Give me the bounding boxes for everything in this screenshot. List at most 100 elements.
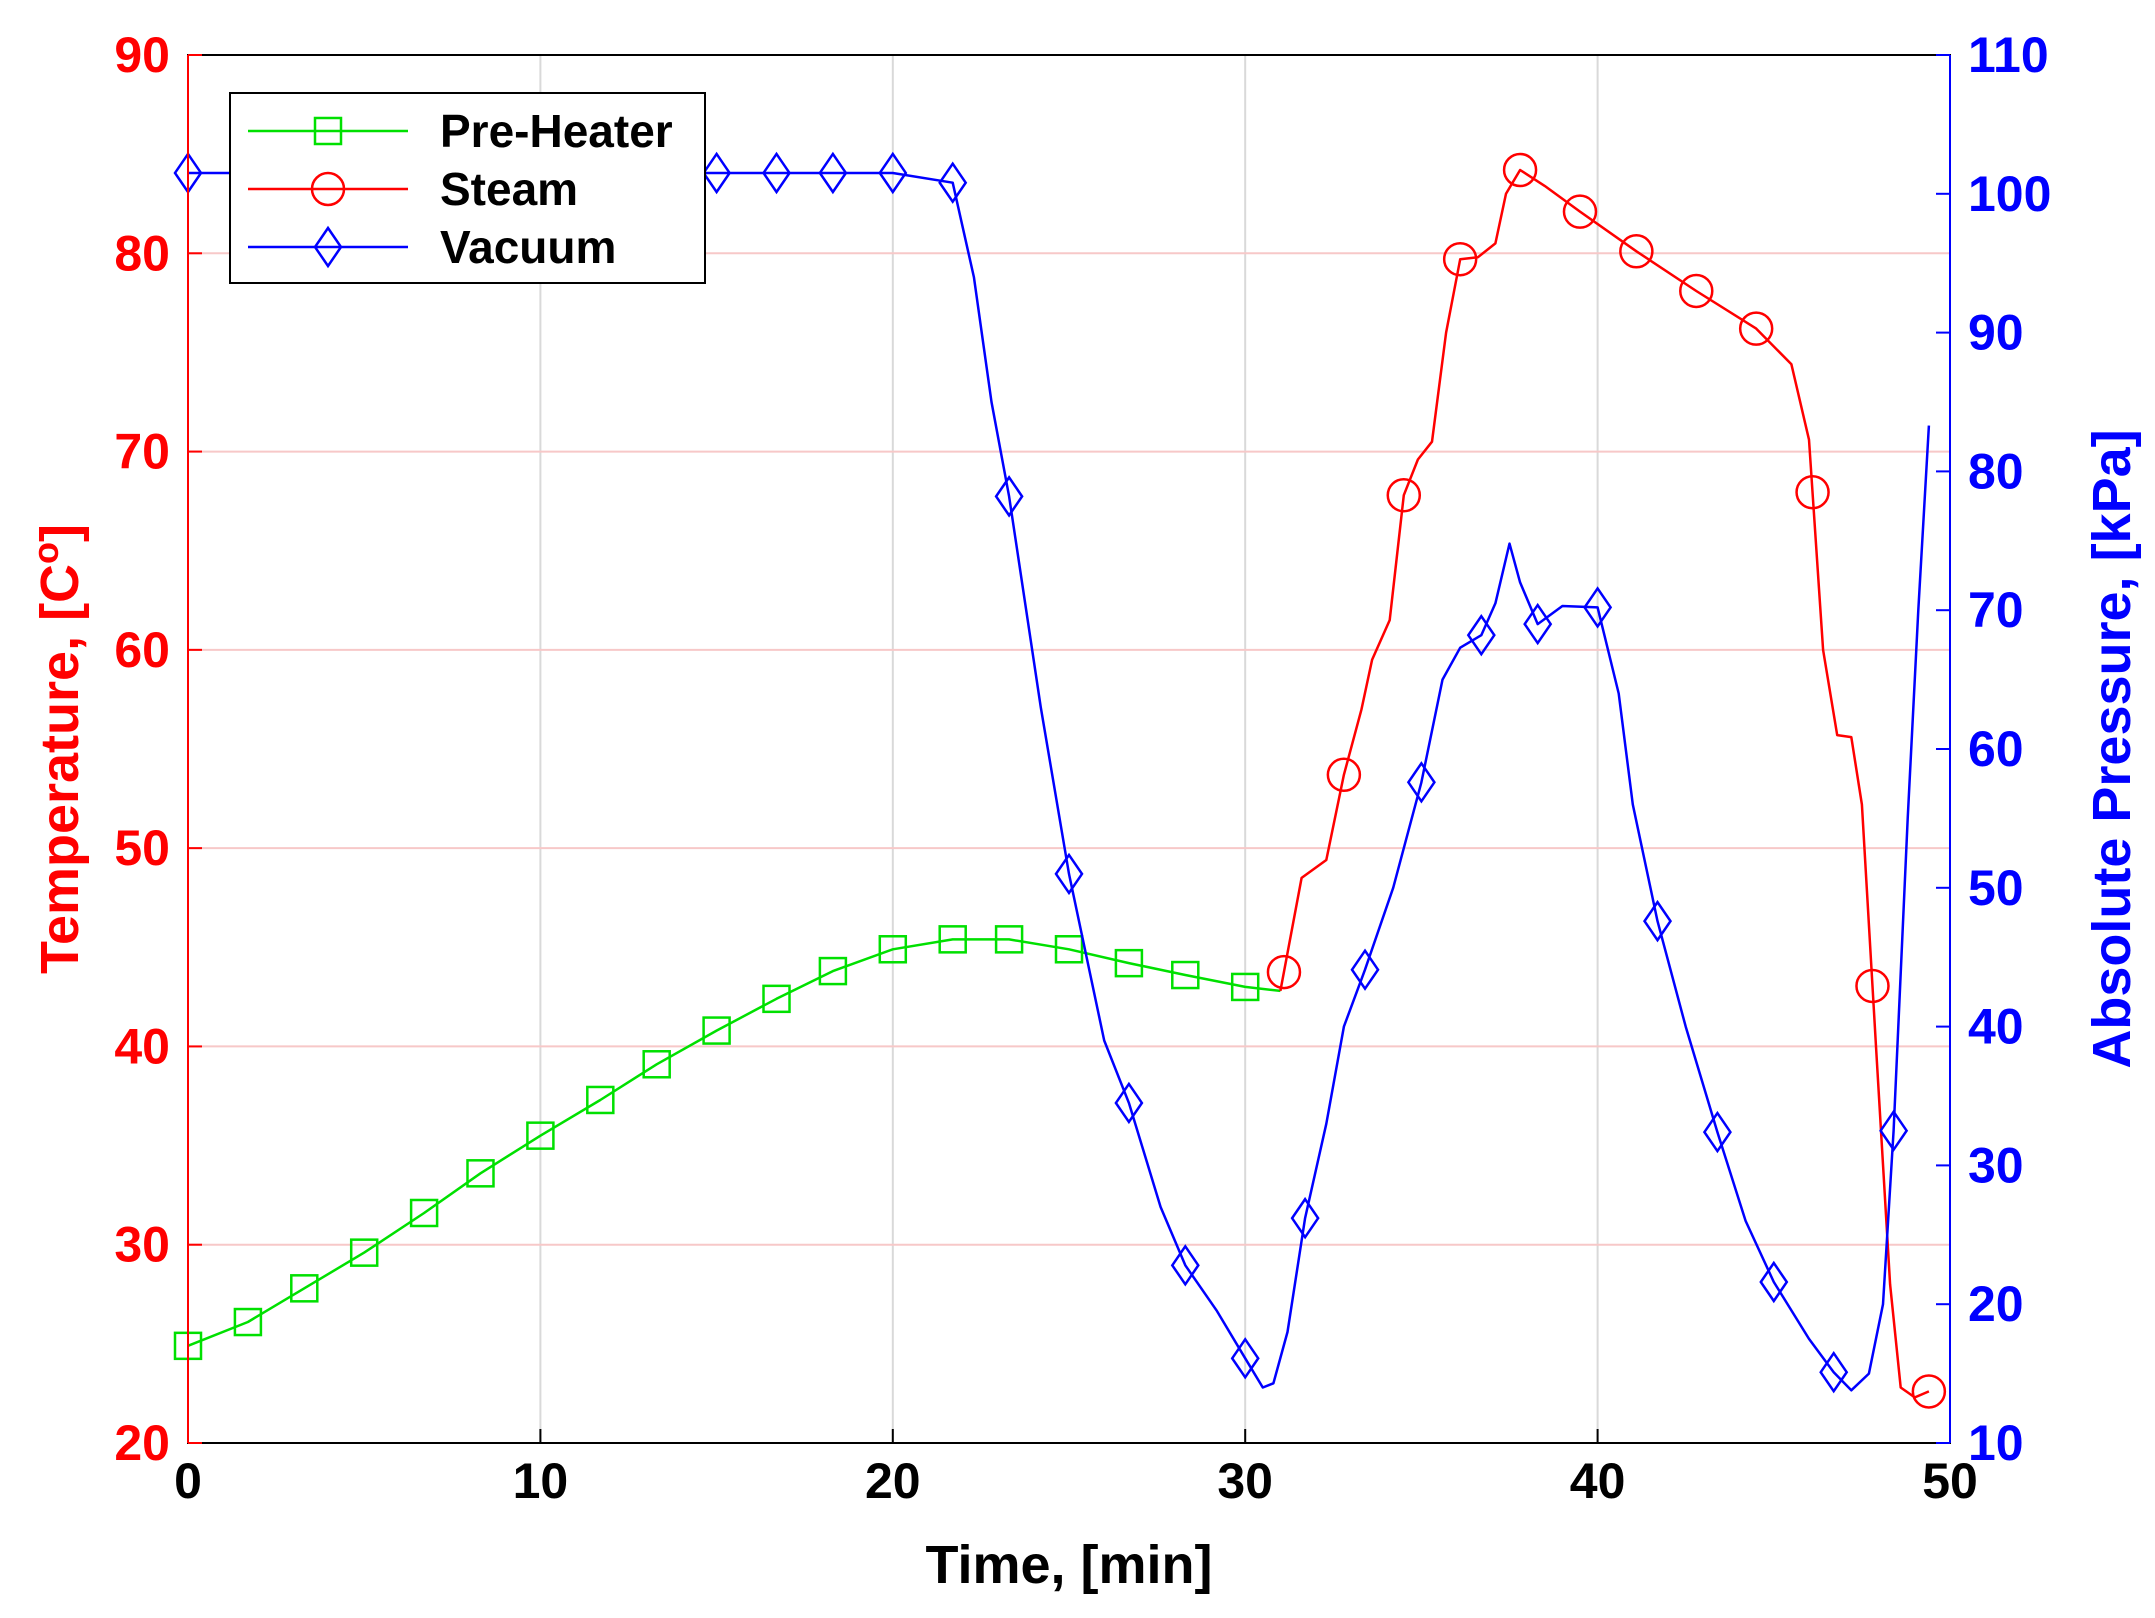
data-point	[938, 161, 968, 204]
y-left-axis-title-end: ]	[30, 524, 90, 542]
x-axis-title: Time, [min]	[925, 1535, 1212, 1595]
legend-marker	[313, 225, 343, 269]
data-point	[1759, 1260, 1789, 1304]
data-point	[1386, 477, 1422, 513]
x-tick-label: 0	[174, 1453, 202, 1509]
data-point	[878, 151, 908, 195]
data-point	[1466, 613, 1496, 657]
data-point	[1523, 602, 1553, 646]
data-point	[586, 1085, 615, 1115]
data-point	[938, 925, 967, 954]
series-pre-heater	[173, 925, 1281, 1361]
y-right-tick-label: 100	[1968, 166, 2051, 222]
y-left-tick-label: 70	[114, 424, 170, 480]
data-point	[409, 1198, 439, 1228]
data-point	[818, 151, 848, 195]
y-left-axis-title: Temperature, [Co]	[25, 524, 91, 974]
data-point	[1502, 152, 1538, 188]
data-point	[1795, 474, 1830, 510]
grid-lines	[188, 55, 1950, 1443]
y-right-tick-label: 60	[1968, 721, 2024, 777]
data-point	[702, 151, 732, 195]
data-point	[1562, 194, 1598, 229]
y-right-tick-label: 10	[1968, 1415, 2024, 1471]
legend-marker	[313, 116, 343, 146]
data-point	[1879, 1109, 1909, 1152]
data-point	[1114, 1081, 1144, 1125]
data-point	[1230, 972, 1260, 1002]
series-steam	[1266, 152, 1947, 1409]
series-line	[187, 938, 1281, 1347]
data-point	[1911, 1374, 1947, 1409]
data-point	[702, 1016, 731, 1045]
legend: Pre-Heater Steam Vacuum	[229, 92, 706, 284]
y-right-tick-label: 20	[1968, 1276, 2024, 1332]
data-point	[1290, 1196, 1320, 1240]
data-point	[1855, 968, 1890, 1004]
y-right-tick-label: 30	[1968, 1137, 2024, 1193]
data-point	[878, 935, 908, 964]
series-line	[1279, 168, 1930, 1399]
data-point	[761, 151, 792, 195]
y-left-tick-label: 90	[114, 27, 170, 83]
data-point	[1054, 935, 1084, 964]
y-left-tick-label: 20	[114, 1415, 170, 1471]
data-point	[1114, 948, 1144, 978]
axes: 0 10 20 30 40 50 20 30 40 50 60 70 80 90 10 20 30 40 50 60 7…	[114, 27, 2051, 1509]
data-point	[1442, 241, 1478, 277]
data-point	[994, 475, 1024, 518]
data-point	[1170, 1244, 1200, 1287]
y-left-tick-label: 30	[114, 1217, 170, 1273]
series-layer	[173, 151, 1947, 1409]
y-right-tick-label: 90	[1968, 305, 2024, 361]
legend-label: Pre-Heater	[440, 105, 673, 157]
data-point	[1326, 757, 1362, 793]
data-point	[1406, 761, 1436, 804]
data-point	[762, 984, 791, 1014]
y-right-tick-label: 50	[1968, 860, 2024, 916]
data-point	[1819, 1350, 1849, 1394]
y-right-axis-title: Absolute Pressure, [kPa]	[2082, 429, 2142, 1068]
data-point	[1054, 852, 1084, 896]
y-right-tick-label: 40	[1968, 999, 2024, 1055]
data-point	[1171, 960, 1200, 990]
data-point	[1266, 954, 1302, 990]
data-point	[818, 956, 848, 986]
data-point	[994, 925, 1024, 954]
x-tick-label: 10	[513, 1453, 569, 1509]
x-tick-label: 40	[1570, 1453, 1626, 1509]
y-left-tick-label: 50	[114, 820, 170, 876]
y-right-tick-label: 80	[1968, 443, 2024, 499]
y-left-axis-title-main: Temperature, [C	[30, 564, 90, 974]
x-tick-label: 30	[1217, 1453, 1273, 1509]
x-tick-label: 50	[1922, 1453, 1978, 1509]
legend-marker	[310, 171, 346, 207]
data-point	[1702, 1110, 1732, 1154]
data-point	[526, 1121, 555, 1150]
data-point	[233, 1307, 263, 1337]
legend-label: Steam	[440, 163, 578, 215]
data-point	[1583, 586, 1613, 629]
data-point	[1738, 311, 1774, 346]
y-right-tick-label: 70	[1968, 582, 2024, 638]
series-line	[188, 171, 1931, 1392]
y-left-axis-title-sup: o	[25, 542, 66, 564]
y-right-tick-label: 110	[1968, 27, 2049, 83]
y-left-tick-label: 60	[114, 622, 170, 678]
series-vacuum	[173, 151, 1931, 1394]
data-point	[1230, 1337, 1260, 1380]
data-point	[642, 1050, 671, 1079]
data-point	[466, 1159, 495, 1188]
y-left-tick-label: 80	[114, 225, 170, 281]
data-point	[349, 1238, 379, 1267]
data-point	[290, 1274, 319, 1303]
legend-item: Steam	[248, 163, 578, 215]
legend-label: Vacuum	[440, 221, 616, 273]
y-left-tick-label: 40	[114, 1018, 170, 1074]
data-point	[1679, 273, 1714, 309]
legend-item: Vacuum	[248, 221, 616, 273]
legend-item: Pre-Heater	[248, 105, 673, 157]
data-point	[1350, 948, 1380, 991]
x-tick-label: 20	[865, 1453, 921, 1509]
